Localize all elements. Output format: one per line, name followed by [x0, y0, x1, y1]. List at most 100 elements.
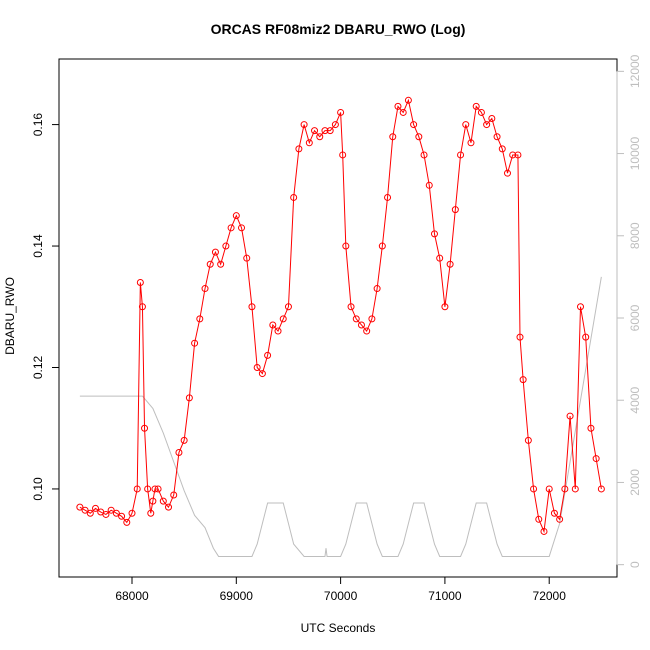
data-point	[342, 242, 350, 250]
data-point	[503, 169, 511, 177]
data-point	[243, 254, 251, 262]
data-point	[284, 303, 292, 311]
data-point	[524, 436, 532, 444]
y2-tick-label: 10000	[628, 137, 642, 171]
data-point	[530, 485, 538, 493]
data-point	[269, 321, 277, 329]
data-point	[238, 224, 246, 232]
data-point	[420, 151, 428, 159]
data-point	[467, 139, 475, 147]
data-point	[138, 303, 146, 311]
data-point	[498, 145, 506, 153]
data-point	[368, 315, 376, 323]
data-point	[535, 515, 543, 523]
y-tick-label: 0.12	[31, 355, 45, 379]
data-point	[441, 303, 449, 311]
data-point	[384, 193, 392, 201]
data-point	[550, 509, 558, 517]
data-point	[571, 485, 579, 493]
data-point	[159, 497, 167, 505]
data-point	[123, 518, 131, 526]
series-secondary-line	[79, 276, 602, 557]
data-point	[462, 121, 470, 129]
data-point	[311, 127, 319, 135]
data-point	[488, 115, 496, 123]
x-tick-label: 71000	[428, 589, 462, 603]
data-point	[321, 127, 329, 135]
y2-tick-label: 6000	[628, 304, 642, 331]
chart-title: ORCAS RF08miz2 DBARU_RWO (Log)	[211, 21, 466, 37]
data-point	[147, 509, 155, 517]
x-axis-label: UTC Seconds	[301, 621, 376, 635]
data-point	[128, 509, 136, 517]
y-tick-label: 0.14	[31, 234, 45, 258]
x-tick-label: 68000	[115, 589, 149, 603]
data-point	[493, 133, 501, 141]
data-point	[425, 181, 433, 189]
y2-tick-label: 2000	[628, 469, 642, 496]
data-point	[339, 151, 347, 159]
data-point	[519, 376, 527, 384]
data-point	[107, 506, 115, 514]
data-point	[582, 333, 590, 341]
data-point	[144, 485, 152, 493]
y-tick-label: 0.16	[31, 113, 45, 137]
data-point	[446, 260, 454, 268]
data-point	[201, 285, 209, 293]
data-point	[477, 108, 485, 116]
data-point	[253, 363, 261, 371]
data-point	[92, 504, 99, 512]
data-point	[352, 315, 360, 323]
data-point	[561, 485, 569, 493]
data-point	[175, 449, 183, 457]
data-point	[136, 278, 144, 286]
series-primary	[76, 96, 605, 535]
data-point	[394, 102, 402, 110]
data-point	[76, 503, 84, 511]
data-point	[102, 510, 110, 518]
y2-tick-label: 8000	[628, 222, 642, 249]
data-point	[378, 242, 386, 250]
primary-series-line	[79, 98, 602, 534]
x-tick-label: 69000	[220, 589, 254, 603]
y2-tick-label: 4000	[628, 387, 642, 414]
data-point	[185, 394, 193, 402]
data-point	[451, 206, 459, 214]
data-point	[472, 102, 480, 110]
data-point	[258, 370, 266, 378]
data-point	[373, 285, 381, 293]
data-point	[316, 133, 324, 141]
data-point	[232, 212, 240, 220]
data-point	[540, 527, 548, 535]
data-point	[436, 254, 444, 262]
data-point	[180, 436, 188, 444]
x-tick-label: 72000	[533, 589, 567, 603]
data-point	[264, 351, 272, 359]
data-point	[415, 133, 423, 141]
data-point	[592, 455, 600, 463]
data-point	[337, 108, 345, 116]
data-point	[118, 512, 126, 520]
data-point	[274, 327, 282, 335]
data-point	[514, 151, 522, 159]
data-point	[81, 506, 89, 514]
data-point	[248, 303, 256, 311]
data-point	[141, 424, 149, 432]
data-point	[211, 248, 219, 256]
y-axis-label: DBARU_RWO	[3, 277, 17, 355]
y-tick-label: 0.10	[31, 477, 45, 501]
data-point	[279, 315, 287, 323]
data-point	[191, 339, 199, 347]
data-point	[577, 303, 584, 311]
data-point	[457, 151, 465, 159]
data-point	[389, 133, 397, 141]
data-point	[133, 485, 141, 493]
data-point	[399, 108, 407, 116]
data-point	[363, 327, 371, 335]
data-point	[326, 127, 334, 135]
data-point	[509, 151, 517, 159]
data-point	[587, 424, 595, 432]
y-axis-right: 0 2000 4000 6000 8000 10000 12000	[616, 54, 642, 568]
x-tick-label: 70000	[324, 589, 358, 603]
